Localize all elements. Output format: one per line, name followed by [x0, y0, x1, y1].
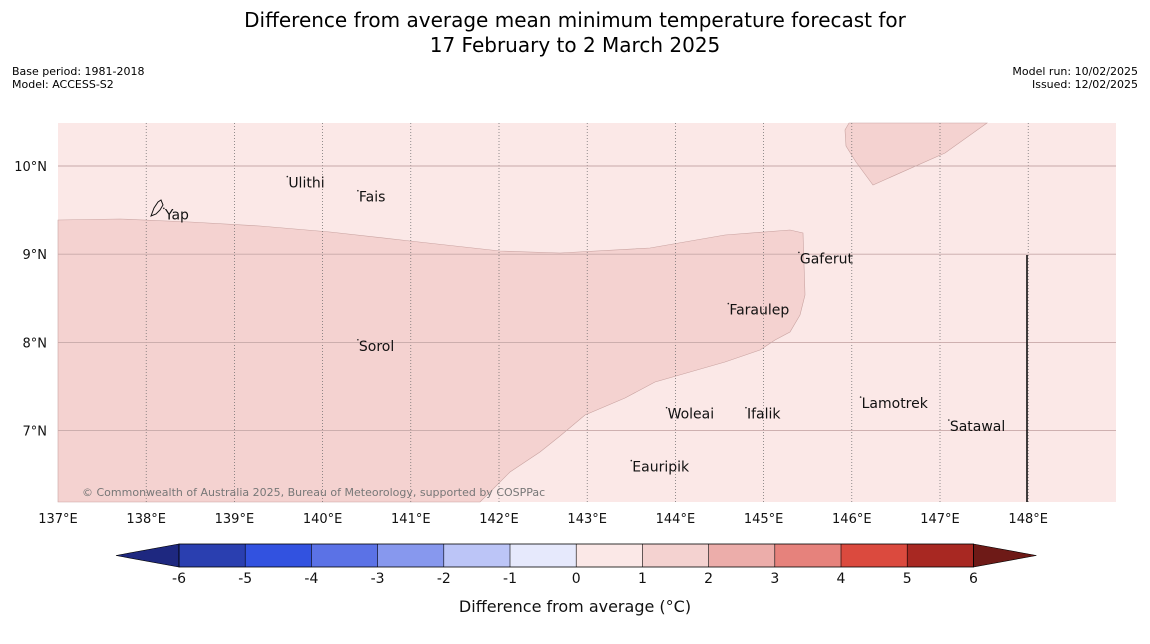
colorbar-segment: [642, 544, 709, 567]
longitude-label: 146°E: [832, 512, 872, 527]
colorbar-tick-label: -2: [437, 571, 451, 587]
place-label: Eauripik: [632, 460, 690, 476]
place-marker: [859, 396, 862, 398]
place-label: Ifalik: [747, 407, 781, 423]
colorbar-high-extension: [973, 543, 1037, 568]
base-info: Base period: 1981-2018 Model: ACCESS-S2: [12, 65, 144, 91]
colorbar-tick-label: 0: [572, 571, 581, 587]
longitude-label: 142°E: [479, 512, 519, 527]
yap-island-outline: [150, 199, 164, 217]
latitude-axis-labels: 10°N 9°N 8°N 7°N: [14, 160, 47, 440]
place-label: Fais: [359, 190, 386, 206]
place-marker: [286, 175, 289, 178]
colorbar-tick-label: -6: [172, 571, 186, 587]
colorbar-segment: [179, 544, 246, 567]
base-period-text: Base period: 1981-2018: [12, 65, 145, 78]
longitude-label: 138°E: [126, 512, 166, 527]
colorbar-tick-label: 3: [770, 571, 779, 587]
place-marker: [630, 459, 633, 462]
place-marker: [948, 419, 950, 421]
colorbar-tick-label: -5: [238, 571, 252, 587]
place-marker: [163, 207, 165, 210]
colorbar-segment: [774, 544, 842, 567]
map-title: Difference from average mean minimum tem…: [0, 8, 1150, 58]
colorbar-segment: [708, 544, 776, 567]
colorbar-segment: [245, 544, 312, 567]
title-line-2: 17 February to 2 March 2025: [429, 33, 721, 57]
map-plot-area: Yap Ulithi Fais Gaferut Faraulep Sorol Woleai I…: [57, 122, 1116, 503]
colorbar-tick-label: 2: [704, 571, 713, 587]
colorbar: -6 -5 -4 -3 -2 -1 0 1 2 3 4 5 6: [115, 543, 1037, 587]
place-label: Faraulep: [729, 303, 789, 319]
title-line-1: Difference from average mean minimum tem…: [244, 8, 906, 32]
colorbar-segment: [311, 544, 378, 567]
colorbar-tick-label: 5: [903, 571, 912, 587]
place-marker: [798, 251, 800, 254]
place-marker: [727, 302, 730, 305]
latitude-label: 8°N: [23, 336, 48, 351]
place-label: Ulithi: [288, 176, 324, 192]
copyright-credit: © Commonwealth of Australia 2025, Bureau…: [82, 486, 545, 499]
colorbar-tick-label: 4: [837, 571, 846, 587]
longitude-axis-labels: 137°E 138°E 139°E 140°E 141°E 142°E 143°E 144°E…: [38, 512, 1048, 527]
colorbar-tick-label: -3: [371, 571, 385, 587]
colorbar-segment: [443, 544, 511, 567]
colorbar-title: Difference from average (°C): [459, 597, 691, 616]
latitude-label: 10°N: [14, 160, 47, 175]
colorbar-tick-label: -1: [503, 571, 517, 587]
place-label: Yap: [164, 207, 189, 223]
place-marker: [665, 406, 668, 409]
longitude-label: 137°E: [38, 512, 78, 527]
place-label: Lamotrek: [862, 396, 929, 412]
longitude-label: 139°E: [215, 512, 255, 527]
colorbar-tick-label: 6: [969, 571, 978, 587]
longitude-label: 148°E: [1008, 512, 1048, 527]
graticule: [58, 123, 1116, 502]
longitude-label: 141°E: [391, 512, 431, 527]
colorbar-tick-label: 1: [638, 571, 647, 587]
anomaly-1-2-region: [57, 218, 806, 503]
model-run-text: Model run: 10/02/2025: [1012, 65, 1138, 78]
colorbar-segment: [576, 544, 643, 567]
place-label: Woleai: [668, 407, 715, 423]
issued-text: Issued: 12/02/2025: [1031, 78, 1138, 91]
place-marker: [745, 406, 747, 409]
anomaly-1-2-region-northeast: [844, 122, 988, 186]
longitude-label: 144°E: [656, 512, 696, 527]
colorbar-segment: [841, 544, 908, 567]
run-info: Model run: 10/02/2025 Issued: 12/02/2025: [1012, 65, 1138, 91]
place-label: Sorol: [359, 339, 394, 355]
place-marker: [357, 189, 359, 192]
place-label: Satawal: [950, 419, 1005, 435]
place-marker: [357, 338, 359, 341]
latitude-label: 9°N: [23, 248, 48, 263]
longitude-label: 143°E: [567, 512, 607, 527]
colorbar-segment: [377, 544, 445, 567]
colorbar-segment: [907, 544, 974, 567]
place-label: Gaferut: [800, 251, 854, 267]
longitude-label: 147°E: [920, 512, 960, 527]
colorbar-tick-label: -4: [304, 571, 318, 587]
latitude-label: 7°N: [23, 425, 48, 440]
longitude-label: 145°E: [744, 512, 784, 527]
colorbar-segment: [510, 544, 577, 567]
place-labels: Yap Ulithi Fais Gaferut Faraulep Sorol Woleai I…: [163, 176, 1005, 476]
longitude-label: 140°E: [303, 512, 343, 527]
colorbar-low-extension: [115, 543, 180, 568]
model-text: Model: ACCESS-S2: [12, 78, 114, 91]
